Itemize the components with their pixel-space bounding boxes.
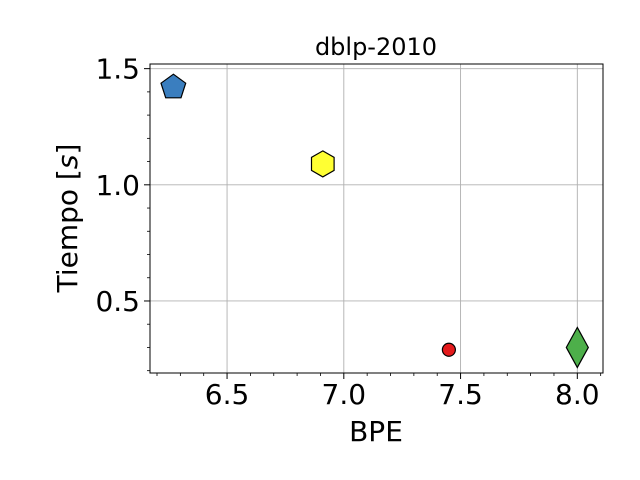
data-point-diamond xyxy=(565,326,589,369)
x-tick-label: 7.0 xyxy=(322,378,367,411)
data-point-circle xyxy=(441,342,456,357)
y-tick-label: 1.5 xyxy=(95,53,140,86)
x-tick-label: 7.5 xyxy=(438,378,483,411)
data-point-pentagon xyxy=(160,73,187,99)
x-tick-label: 8.0 xyxy=(555,378,600,411)
grid-lines xyxy=(150,64,603,373)
data-point-hexagon xyxy=(310,150,335,178)
y-tick-label: 0.5 xyxy=(95,285,140,318)
chart-title: dblp-2010 xyxy=(315,33,437,61)
y-tick-label: 1.0 xyxy=(95,169,140,202)
plot-frame xyxy=(149,63,604,374)
x-axis-label: BPE xyxy=(349,415,403,448)
axis-ticks: 6.5 7.0 7.5 8.0 0.5 1.0 1.5 xyxy=(95,53,602,411)
data-points xyxy=(160,73,589,369)
y-axis-label: Tiempo [s] xyxy=(51,144,84,294)
x-tick-label: 6.5 xyxy=(205,378,250,411)
